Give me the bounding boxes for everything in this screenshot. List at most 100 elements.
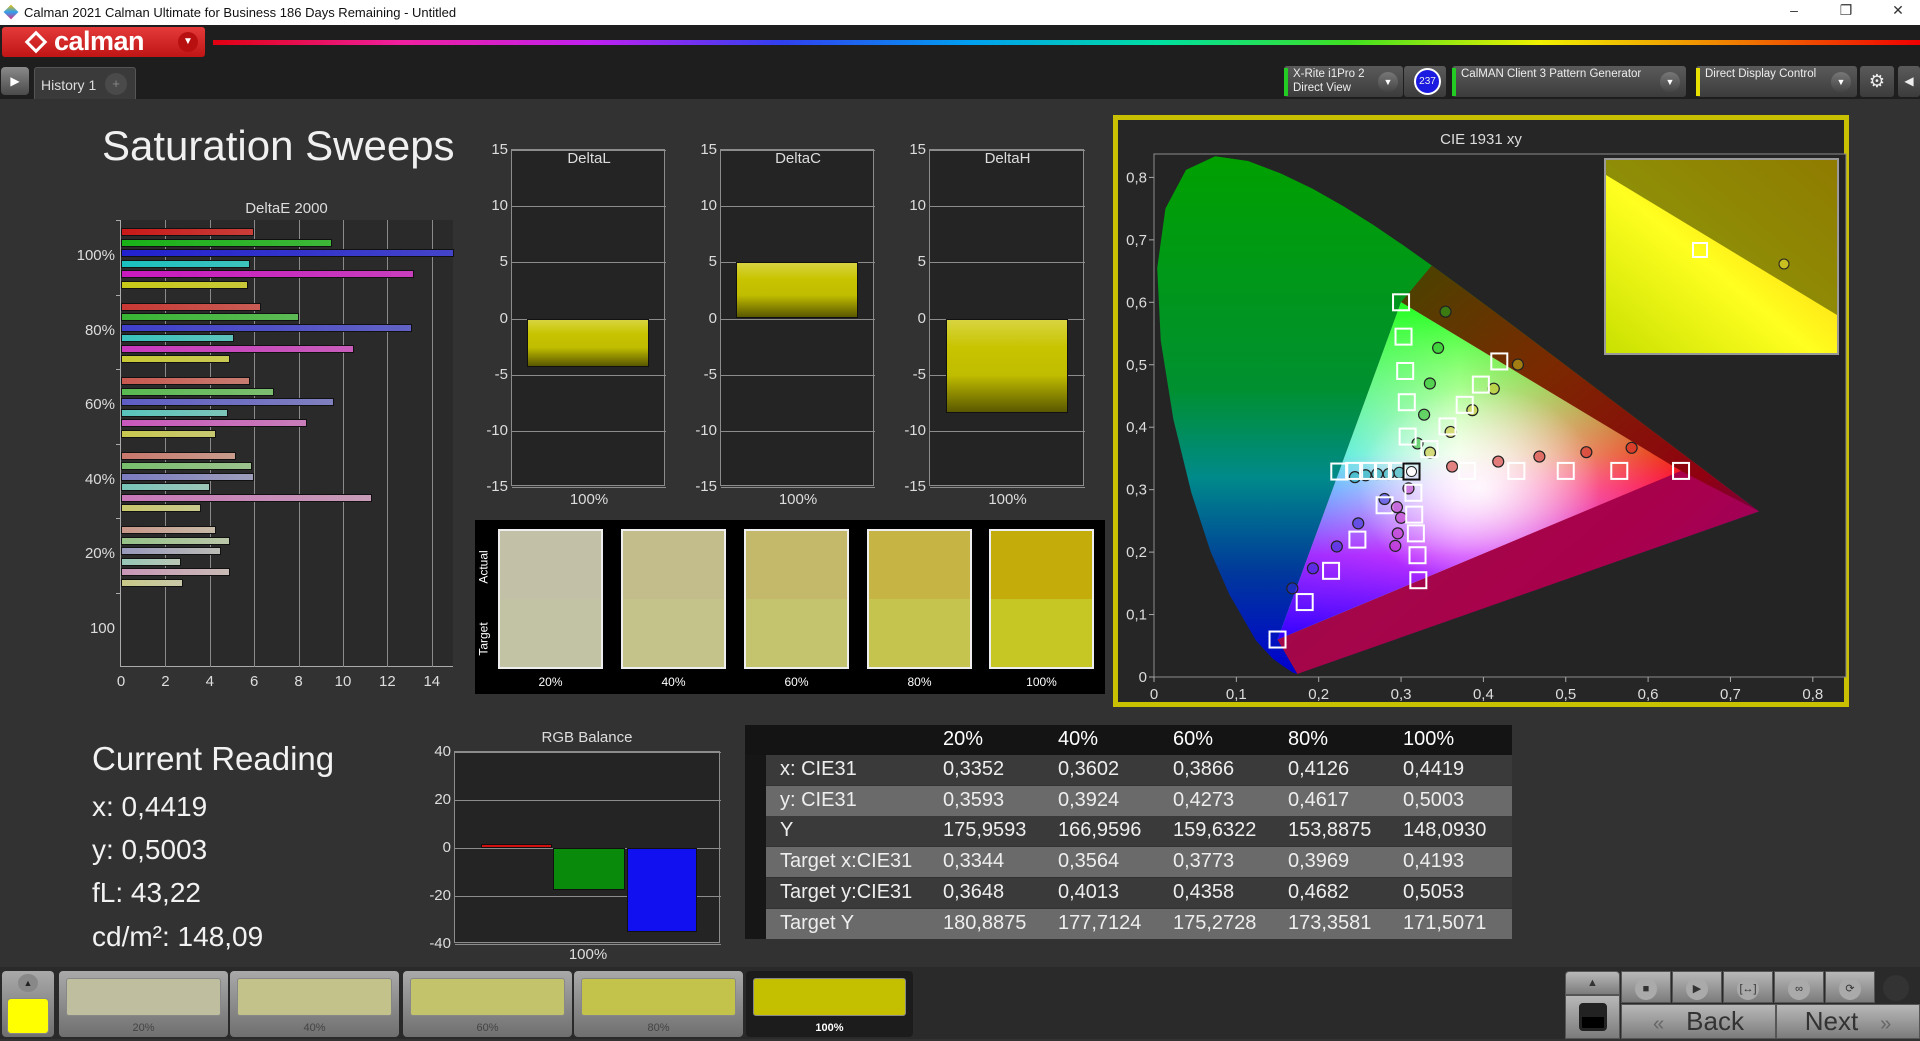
target-marker: [1398, 427, 1417, 446]
y-tick-label: -15: [904, 478, 926, 495]
swatch-40%: [621, 529, 726, 669]
cell-value: 0,5003: [1403, 788, 1465, 811]
rgb-bar: [480, 844, 552, 848]
target-marker: [1457, 461, 1476, 480]
source-selector[interactable]: CalMAN Client 3 Pattern Generator ▼: [1452, 66, 1686, 97]
cell-value: 159,6322: [1173, 819, 1257, 842]
scroll-up-button[interactable]: ▲: [18, 974, 38, 992]
category-tick: [116, 369, 121, 370]
cell-value: 0,4419: [1403, 758, 1465, 780]
loop-button[interactable]: ∞: [1774, 971, 1824, 1003]
settings-button[interactable]: ⚙: [1860, 66, 1894, 97]
meter-count-badge[interactable]: 237: [1414, 68, 1441, 95]
calman-menu-button[interactable]: calman ▼: [2, 26, 205, 57]
target-marker: [1396, 361, 1415, 380]
row-label: x: CIE31: [780, 758, 857, 780]
row-label: y: CIE31: [780, 788, 857, 811]
measured-point: [1446, 460, 1459, 473]
deltae-bar: [121, 408, 228, 417]
back-button[interactable]: « Back: [1621, 1004, 1776, 1039]
chevron-double-left-icon: «: [1653, 1013, 1665, 1035]
measured-point: [1423, 377, 1436, 390]
play-panel-button[interactable]: ▶: [1, 67, 29, 95]
y-tick-label: 15: [700, 141, 717, 158]
gridline: [721, 374, 875, 376]
column-header: 20%: [943, 728, 984, 750]
reading-cdm2: cd/m²: 148,09: [92, 921, 264, 952]
category-label: 60%: [84, 396, 115, 414]
y-tick-label: 40: [434, 743, 451, 760]
step-label: 80%: [647, 1022, 670, 1034]
scroll-up-button[interactable]: ▲: [1565, 971, 1620, 995]
cell-value: 0,4617: [1288, 788, 1350, 811]
logo-text: calman: [54, 26, 145, 56]
cell-value: 0,4273: [1173, 788, 1235, 811]
deltae-bar: [121, 429, 217, 438]
target-marker: [1322, 561, 1341, 580]
current-color-panel: ▲: [2, 971, 54, 1037]
meter-selector[interactable]: X-Rite i1Pro 2 Direct View ▼: [1284, 66, 1403, 97]
target-color: [500, 599, 601, 667]
chevron-down-icon[interactable]: ▼: [1831, 72, 1851, 92]
y-tick-label: 0: [917, 309, 926, 327]
cell-value: 171,5071: [1403, 911, 1487, 934]
measured-point: [1394, 511, 1408, 524]
tab-history-1[interactable]: History 1 +: [34, 67, 136, 99]
delta-bar: [945, 318, 1068, 413]
y-tick-label: 5: [499, 253, 508, 271]
add-tab-button[interactable]: +: [105, 73, 127, 95]
y-tick-label: 5: [708, 253, 717, 271]
deltae-bar: [121, 334, 235, 342]
close-button[interactable]: ✕: [1892, 2, 1904, 18]
x-tick-label: 0,1: [1226, 686, 1247, 703]
stop-button[interactable]: ■: [1621, 971, 1671, 1003]
step-button-20%[interactable]: 20%: [59, 971, 228, 1037]
category-tick: [116, 220, 121, 221]
target-label: Target: [476, 622, 491, 656]
cell-value: 0,5053: [1403, 880, 1465, 903]
collapse-panel-button[interactable]: ◀: [1898, 66, 1920, 97]
next-button[interactable]: Next »: [1776, 1004, 1920, 1039]
measured-point: [1371, 467, 1384, 481]
cell-value: 0,4358: [1173, 880, 1235, 903]
actual-color: [500, 531, 601, 599]
chevron-down-icon[interactable]: ▼: [1378, 72, 1398, 92]
actual-color: [623, 531, 724, 599]
range-button[interactable]: [↔]: [1723, 971, 1773, 1003]
measured-point: [1533, 450, 1546, 463]
cell-value: 0,3564: [1058, 850, 1120, 873]
target-marker: [1420, 440, 1439, 459]
minimize-button[interactable]: –: [1790, 2, 1798, 18]
x-tick-label: 2: [161, 673, 170, 690]
step-button-60%[interactable]: 60%: [403, 971, 572, 1037]
swatch-label: 20%: [538, 675, 563, 689]
measured-point: [1286, 582, 1299, 595]
step-button-100%[interactable]: 100%: [746, 971, 913, 1037]
category-tick: [116, 294, 121, 296]
rgb-bar: [626, 848, 697, 932]
table-row: Target Y 180,8875 177,7124 175,2728 173,3581…: [766, 908, 1512, 939]
deltae-bar: [121, 344, 355, 353]
x-tick-label: 0,3: [1391, 686, 1412, 703]
chevron-down-icon[interactable]: ▼: [1660, 72, 1680, 92]
column-header: 40%: [1058, 728, 1099, 750]
gridline: [512, 374, 666, 376]
gridline: [455, 896, 721, 897]
y-tick-label: 0,6: [1126, 294, 1147, 311]
stop-measurement-button[interactable]: [1565, 995, 1620, 1039]
target-marker: [1397, 393, 1416, 412]
gridline: [165, 220, 167, 667]
gear-icon: ⚙: [1868, 71, 1886, 91]
gridline: [721, 206, 875, 208]
y-tick-label: 15: [491, 141, 508, 158]
reading-y: y: 0,5003: [92, 834, 208, 865]
refresh-button[interactable]: ⟳: [1825, 971, 1875, 1003]
display-selector[interactable]: Direct Display Control ▼: [1696, 66, 1857, 97]
x-tick-label: 0,6: [1638, 686, 1659, 703]
restore-button[interactable]: ❐: [1839, 2, 1853, 18]
step-button-40%[interactable]: 40%: [230, 971, 399, 1037]
deltae-bar: [121, 280, 248, 289]
play-button[interactable]: ▶: [1672, 971, 1722, 1003]
gridline: [387, 220, 389, 667]
step-button-80%[interactable]: 80%: [574, 971, 743, 1037]
